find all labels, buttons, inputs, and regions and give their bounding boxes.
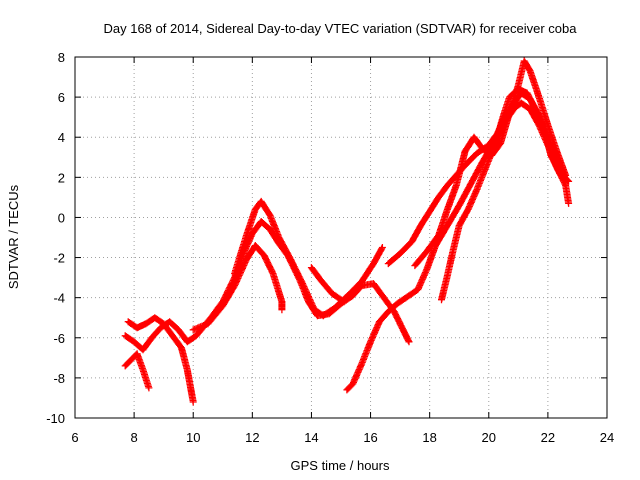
x-tick-label: 20: [482, 430, 496, 445]
grid-lines: [75, 57, 607, 418]
y-tick-label: 6: [58, 90, 65, 105]
series-track-3: [121, 350, 153, 392]
y-tick-label: -2: [53, 251, 65, 266]
point-markers: [121, 350, 153, 392]
series-track-4: [189, 242, 286, 334]
x-axis-label: GPS time / hours: [291, 458, 390, 473]
y-tick-label: 4: [58, 130, 65, 145]
series-track-10: [438, 85, 573, 304]
x-tick-label: 8: [130, 430, 137, 445]
series-track-5: [231, 197, 386, 320]
point-markers: [307, 264, 348, 306]
x-tick-label: 18: [422, 430, 436, 445]
x-tick-label: 24: [600, 430, 614, 445]
y-tick-label: -6: [53, 331, 65, 346]
y-tick-label: -10: [46, 411, 65, 426]
y-tick-label: -4: [53, 291, 65, 306]
x-tick-label: 16: [363, 430, 377, 445]
x-tick-label: 6: [71, 430, 78, 445]
point-markers: [231, 197, 386, 320]
y-tick-label: -8: [53, 371, 65, 386]
y-tick-label: 8: [58, 50, 65, 65]
y-tick-label: 0: [58, 210, 65, 225]
series-track-6: [307, 264, 348, 306]
point-markers: [189, 242, 286, 334]
x-tick-label: 10: [186, 430, 200, 445]
series-track-2: [124, 314, 197, 406]
point-markers: [121, 218, 413, 354]
y-tick-label: 2: [58, 170, 65, 185]
chart-title: Day 168 of 2014, Sidereal Day-to-day VTE…: [103, 21, 577, 36]
series-track-1: [121, 218, 413, 354]
point-markers: [124, 314, 197, 406]
point-markers: [343, 99, 573, 394]
data-points: [121, 57, 573, 406]
plot-frame: [74, 56, 608, 419]
point-markers: [438, 85, 573, 304]
series-track-7: [343, 99, 573, 394]
x-tick-label: 22: [541, 430, 555, 445]
x-tick-label: 12: [245, 430, 259, 445]
x-tick-label: 14: [304, 430, 318, 445]
y-axis-label: SDTVAR / TECUs: [6, 184, 21, 289]
